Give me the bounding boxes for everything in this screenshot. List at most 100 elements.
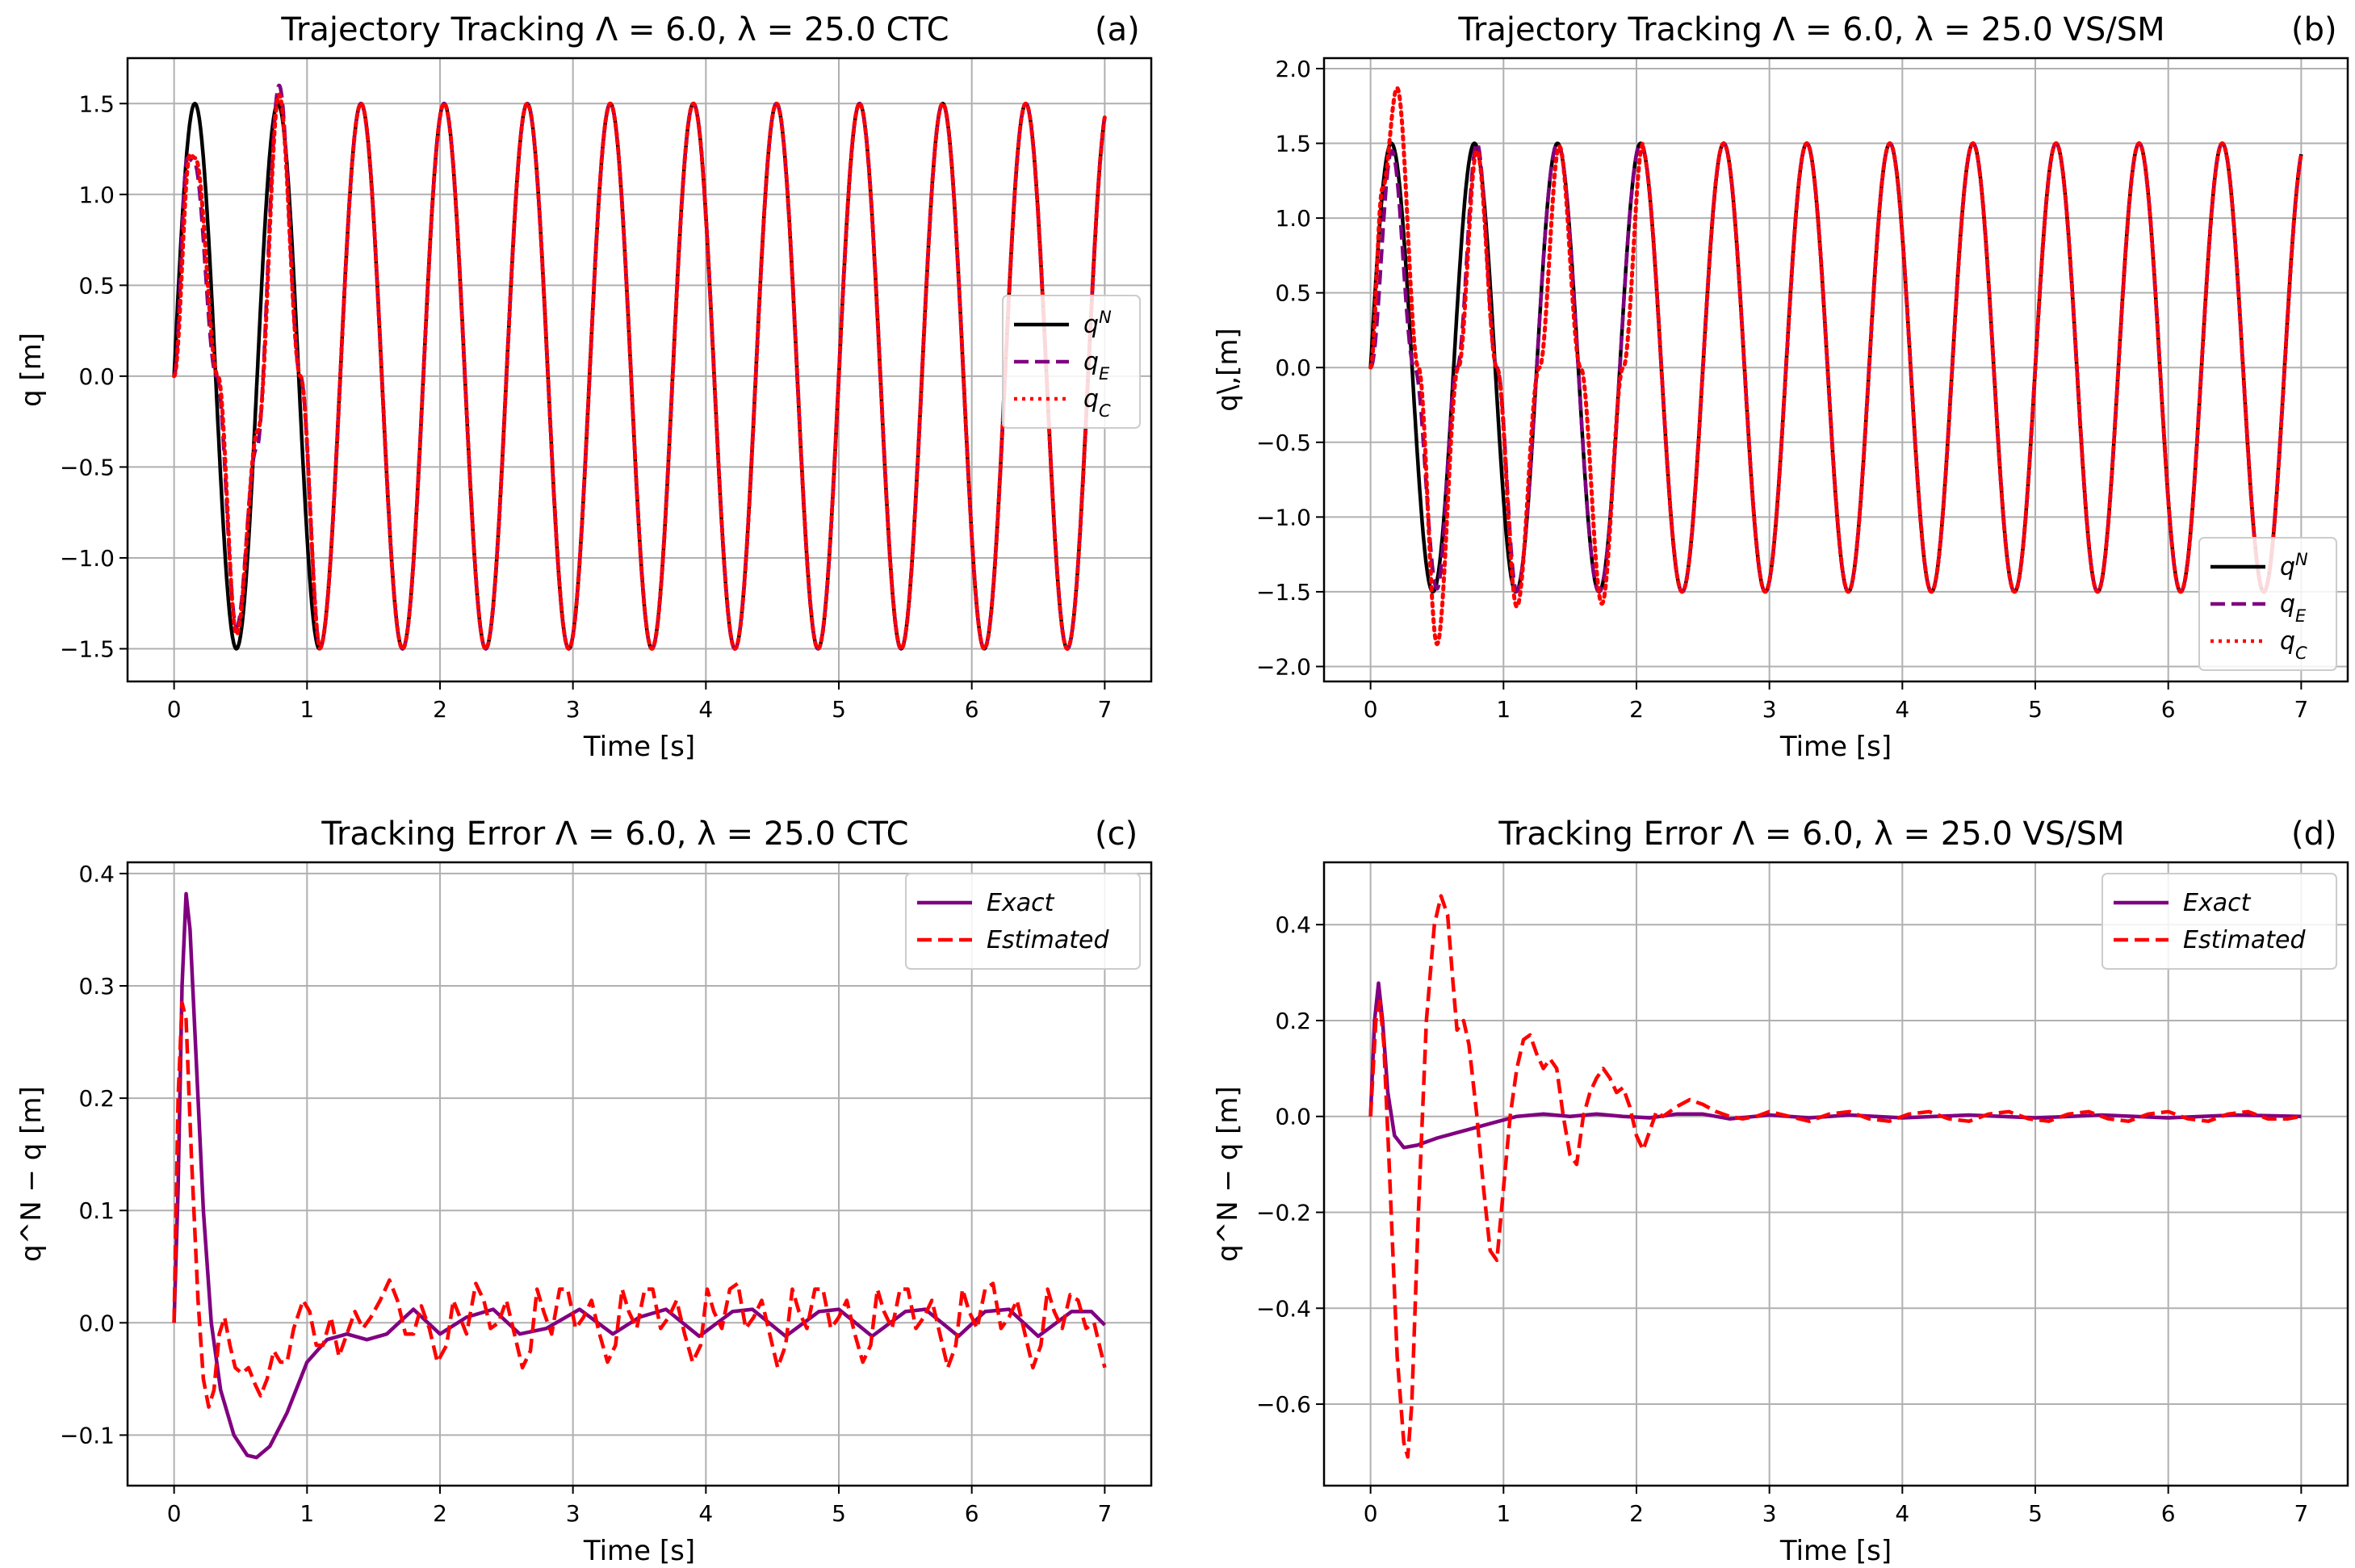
x-tick-label: 6 xyxy=(965,696,979,723)
series-line-qc xyxy=(172,92,1107,651)
legend-box xyxy=(2198,537,2337,671)
y-tick-label: −1.5 xyxy=(60,635,115,662)
x-tick-label: 5 xyxy=(2028,1500,2043,1527)
series-line-qc xyxy=(1368,86,2303,647)
panel-tag: (c) xyxy=(1095,815,1138,853)
panel-tag: (b) xyxy=(2291,11,2337,48)
chart-title: Tracking Error Λ = 6.0, λ = 25.0 VS/SM xyxy=(1498,815,2124,853)
y-tick-label: 0.4 xyxy=(1275,912,1311,938)
chart-title: Tracking Error Λ = 6.0, λ = 25.0 CTC xyxy=(321,815,908,853)
x-tick-label: 2 xyxy=(1629,696,1644,723)
y-tick-label: 2.0 xyxy=(1275,56,1311,82)
legend-label: Estimated xyxy=(2183,926,2307,954)
x-tick-label: 7 xyxy=(1097,696,1112,723)
x-tick-label: 4 xyxy=(698,1500,713,1527)
x-tick-label: 1 xyxy=(300,1500,314,1527)
x-tick-label: 2 xyxy=(433,1500,447,1527)
series-line-exact xyxy=(172,891,1107,1460)
x-tick-label: 5 xyxy=(832,696,846,723)
x-tick-label: 0 xyxy=(167,696,182,723)
legend: Exact Estimated xyxy=(2101,873,2337,970)
x-tick-label: 4 xyxy=(698,696,713,723)
legend-label: qC xyxy=(2280,627,2307,663)
y-tick-label: −1.0 xyxy=(60,545,115,572)
series-line-estimated xyxy=(1368,894,2302,1459)
panel-tag: (a) xyxy=(1095,11,1140,48)
y-tick-label: 0.3 xyxy=(78,973,115,1000)
y-tick-label: 0.2 xyxy=(1275,1008,1311,1034)
y-axis-label: q^N − q [m] xyxy=(1212,1086,1244,1262)
x-tick-label: 3 xyxy=(566,1500,580,1527)
y-axis-label: q^N − q [m] xyxy=(15,1086,48,1262)
series-group xyxy=(172,891,1107,1460)
chart-title: Trajectory Tracking Λ = 6.0, λ = 25.0 VS… xyxy=(1457,11,2164,48)
x-tick-label: 3 xyxy=(1762,1500,1777,1527)
x-tick-label: 2 xyxy=(433,696,447,723)
plot-frame xyxy=(126,861,1153,1487)
y-tick-label: −0.5 xyxy=(60,454,115,480)
series-group xyxy=(1368,86,2303,647)
legend-box xyxy=(1002,295,1141,429)
y-tick-label: −0.4 xyxy=(1256,1295,1311,1322)
y-tick-label: 0.0 xyxy=(1275,1104,1311,1130)
grid xyxy=(128,58,1151,681)
legend-label: qC xyxy=(1083,385,1111,421)
legend-box xyxy=(905,873,1141,970)
plot-frame xyxy=(126,57,1153,683)
legend-label: qN xyxy=(2280,550,2308,581)
x-tick-label: 5 xyxy=(2028,696,2043,723)
legend-label: qE xyxy=(1083,348,1110,384)
x-tick-label: 3 xyxy=(1762,696,1777,723)
y-tick-label: −0.6 xyxy=(1256,1391,1311,1418)
series-group xyxy=(1368,894,2302,1459)
y-axis-label: q\,[m] xyxy=(1212,328,1244,412)
x-tick-label: 1 xyxy=(1496,1500,1511,1527)
x-tick-label: 5 xyxy=(832,1500,846,1527)
plot-frame xyxy=(1322,861,2349,1487)
x-tick-label: 6 xyxy=(2161,696,2176,723)
x-tick-label: 1 xyxy=(300,696,314,723)
y-tick-label: 1.0 xyxy=(78,182,115,208)
x-axis-label: Time [s] xyxy=(1779,1535,1892,1567)
chart-title: Trajectory Tracking Λ = 6.0, λ = 25.0 CT… xyxy=(280,11,949,48)
y-tick-label: 0.5 xyxy=(1275,280,1311,307)
x-tick-label: 2 xyxy=(1629,1500,1644,1527)
x-axis-label: Time [s] xyxy=(583,1535,695,1567)
x-tick-label: 1 xyxy=(1496,696,1511,723)
panel-c-error-ctc: 0 1 2 3 4 5 6 7 −0.1 0.0 0.1 0.2 0.3 0.4 Tracking Erro… xyxy=(15,815,1153,1567)
y-tick-label: −0.2 xyxy=(1256,1200,1311,1226)
x-tick-label: 0 xyxy=(167,1500,182,1527)
panel-a-trajectory-ctc: 0 1 2 3 4 5 6 7 −1.5 −1.0 −0.5 0.0 0.5 1.0 1.5 Trajecto… xyxy=(15,11,1153,763)
x-tick-label: 4 xyxy=(1895,1500,1909,1527)
panel-tag: (d) xyxy=(2291,815,2337,853)
x-tick-label: 7 xyxy=(2294,696,2308,723)
y-tick-label: 0.4 xyxy=(78,861,115,887)
y-tick-label: 0.1 xyxy=(78,1197,115,1224)
y-tick-label: 1.5 xyxy=(78,90,115,117)
y-tick-label: −1.5 xyxy=(1256,579,1311,606)
y-tick-label: −1.0 xyxy=(1256,504,1311,530)
x-tick-label: 0 xyxy=(1364,696,1378,723)
y-tick-label: 0.0 xyxy=(78,363,115,390)
x-tick-label: 6 xyxy=(965,1500,979,1527)
y-tick-label: 0.0 xyxy=(1275,354,1311,381)
x-tick-label: 7 xyxy=(2294,1500,2308,1527)
y-tick-label: −2.0 xyxy=(1256,653,1311,680)
legend-box xyxy=(2101,873,2337,970)
x-tick-label: 0 xyxy=(1364,1500,1378,1527)
legend-label: qE xyxy=(2280,590,2307,626)
y-tick-label: −0.1 xyxy=(60,1422,115,1449)
x-axis-label: Time [s] xyxy=(1779,731,1892,763)
x-axis-label: Time [s] xyxy=(583,731,695,763)
x-tick-label: 7 xyxy=(1097,1500,1112,1527)
legend-label: qN xyxy=(1083,308,1112,339)
plot-frame xyxy=(1322,57,2349,683)
legend: Exact Estimated xyxy=(905,873,1141,970)
x-tick-label: 3 xyxy=(566,696,580,723)
legend-label: Exact xyxy=(987,889,1055,917)
panel-b-trajectory-vssm: 0 1 2 3 4 5 6 7 −2.0 −1.5 −1.0 −0.5 0.0 0.5 1.0 1.5 2.0 T… xyxy=(1212,11,2349,763)
legend-label: Estimated xyxy=(987,926,1110,954)
